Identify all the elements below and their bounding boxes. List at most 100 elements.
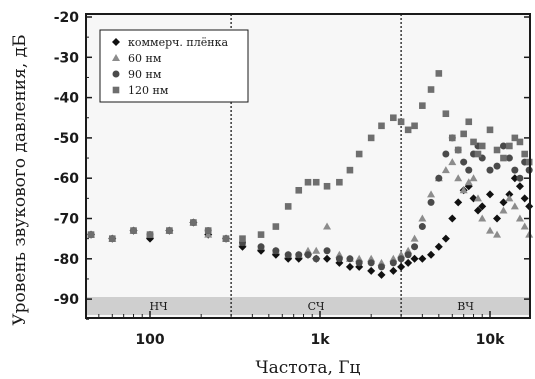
data-point	[272, 223, 280, 230]
y-tick-label: -50	[54, 131, 80, 147]
x-tick-label: 1k	[310, 332, 330, 348]
data-point	[486, 226, 494, 234]
data-point	[377, 263, 385, 271]
data-point	[493, 230, 502, 238]
data-point	[442, 150, 450, 158]
data-point	[389, 259, 397, 267]
data-point	[222, 235, 230, 242]
data-point	[442, 110, 450, 118]
data-point	[397, 118, 405, 126]
band-label: ВЧ	[457, 300, 474, 313]
data-point	[284, 203, 292, 210]
data-point	[166, 227, 173, 234]
band-label: СЧ	[308, 300, 325, 313]
data-point	[397, 255, 405, 263]
y-tick-label: -90	[54, 292, 80, 308]
data-point	[367, 259, 375, 267]
band-label: НЧ	[150, 300, 168, 313]
data-point	[486, 126, 494, 134]
plot-frame	[85, 13, 531, 319]
data-point	[411, 243, 419, 251]
data-point	[295, 186, 303, 194]
data-point	[404, 251, 412, 259]
data-point	[478, 214, 487, 222]
data-point	[389, 266, 398, 275]
data-point	[448, 158, 457, 166]
data-point	[427, 86, 435, 93]
data-point	[427, 190, 436, 198]
data-point	[500, 154, 507, 162]
frequency-bands: НЧ СЧ ВЧ	[150, 300, 474, 313]
data-point	[506, 142, 513, 150]
data-point	[304, 178, 312, 186]
data-point	[190, 219, 197, 226]
x-axis-title: Частота, Гц	[256, 358, 361, 378]
data-point	[323, 222, 332, 230]
data-point	[204, 227, 212, 234]
data-point	[345, 262, 354, 271]
data-point	[515, 182, 524, 191]
data-point	[312, 178, 320, 186]
data-point	[418, 254, 427, 263]
y-tick-label: -80	[54, 252, 80, 268]
data-point	[493, 146, 501, 154]
data-point	[448, 214, 457, 223]
data-point	[486, 166, 494, 174]
legend-label: 60 нм	[128, 52, 162, 65]
data-point	[465, 118, 473, 126]
data-point	[312, 255, 320, 263]
y-tick-label: -30	[54, 50, 80, 66]
data-point	[411, 122, 418, 130]
x-tick-label: 100	[135, 332, 164, 348]
data-point	[355, 150, 363, 158]
data-point	[520, 222, 529, 230]
data-point	[460, 130, 467, 138]
data-point	[377, 270, 386, 279]
data-point	[510, 202, 519, 210]
data-point	[510, 174, 519, 183]
data-point	[239, 235, 246, 242]
data-point	[499, 198, 508, 207]
data-point	[367, 134, 375, 142]
data-point	[521, 150, 529, 158]
x-tick-label: 10k	[476, 332, 505, 348]
data-point	[87, 231, 95, 238]
data-point	[511, 134, 519, 142]
data-points	[87, 70, 534, 279]
data-point	[454, 198, 463, 207]
data-point	[505, 194, 514, 202]
y-axis-title: Уровень звукового давления, дБ	[10, 34, 30, 325]
data-point	[257, 231, 265, 238]
data-point	[404, 126, 412, 134]
data-point	[499, 206, 508, 214]
band-strip	[86, 297, 530, 315]
data-point	[474, 194, 483, 202]
data-point	[516, 174, 524, 182]
legend: коммерч. плёнка 60 нм 90 нм 120 нм	[99, 29, 249, 103]
data-point	[454, 146, 462, 154]
legend-marker	[112, 70, 120, 78]
y-tick-label: -20	[54, 10, 80, 26]
legend-label: 120 нм	[128, 84, 169, 97]
data-point	[505, 154, 513, 162]
data-point	[257, 243, 265, 251]
data-point	[312, 246, 321, 254]
y-tick-label: -70	[54, 212, 80, 228]
data-point	[272, 247, 280, 255]
data-point	[486, 190, 494, 199]
data-point	[130, 227, 137, 234]
data-point	[460, 158, 468, 166]
data-point	[469, 174, 478, 182]
data-point	[418, 223, 426, 231]
data-point	[323, 247, 331, 255]
data-point	[448, 134, 456, 142]
data-point	[346, 255, 354, 263]
data-point	[146, 231, 154, 238]
data-point	[295, 251, 303, 259]
data-point	[459, 186, 468, 194]
y-tick-label: -60	[54, 171, 80, 187]
data-point	[493, 214, 502, 223]
data-point	[520, 194, 529, 203]
data-point	[474, 206, 483, 215]
data-point	[516, 138, 524, 146]
